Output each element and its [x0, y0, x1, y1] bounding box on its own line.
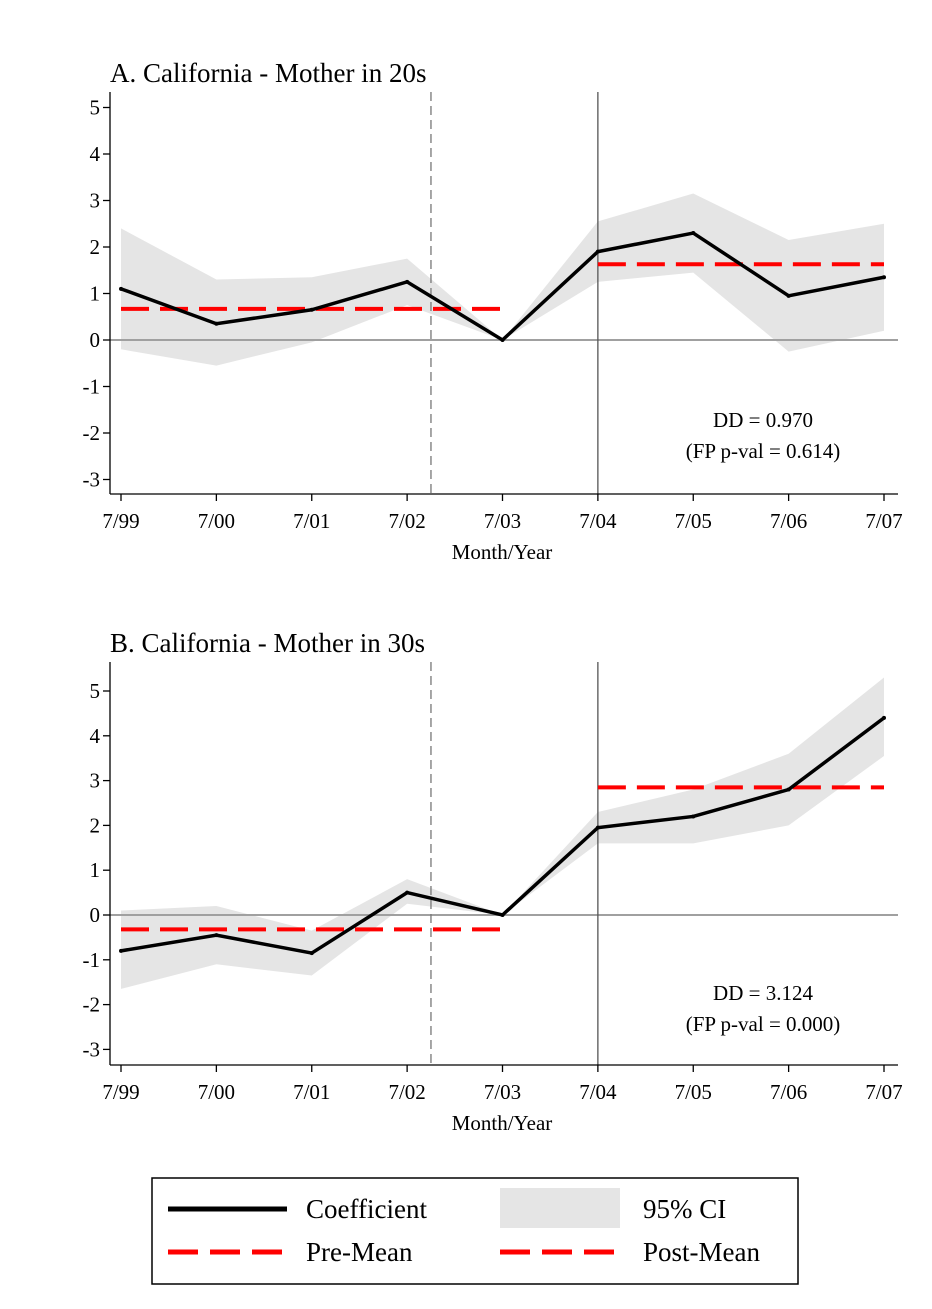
panel-b-x-tick-label: 7/04: [579, 1080, 617, 1104]
panel-a-coefficient-point-7/03: [500, 338, 505, 342]
panel-b-x-axis-label: Month/Year: [452, 1111, 553, 1135]
panel-a-coefficient-layer: [119, 231, 886, 343]
panel-a-x-ticks: 7/99 7/00 7/01 7/02 7/03 7/04 7/05 7/06 7/07: [102, 494, 903, 533]
panel-a-ci-band: [121, 193, 884, 366]
panel-a-coefficient-point-7/06: [786, 293, 791, 298]
panel-b-coefficient-point-7/00: [214, 933, 219, 938]
panel-b-y-tick-label: -3: [83, 1037, 101, 1061]
panel-b-x-tick-label: 7/05: [675, 1080, 712, 1104]
panel-b-ci-layer: [121, 677, 884, 989]
panel-a-fp-pval: (FP p-val = 0.614): [686, 439, 841, 463]
panel-a-x-tick-label: 7/01: [293, 509, 330, 533]
panel-a-y-tick-label: 3: [90, 189, 101, 213]
panel-b-y-tick-label: 2: [90, 813, 101, 837]
panel-a-coefficient-point-7/04: [595, 249, 600, 254]
panel-b-x-ticks: 7/99 7/00 7/01 7/02 7/03 7/04 7/05 7/06 7/07: [102, 1065, 903, 1104]
panel-a-title: A. California - Mother in 20s: [110, 58, 426, 88]
panel-b-x-tick-label: 7/06: [770, 1080, 807, 1104]
panel-b: B. California - Mother in 30s 5 4 3 2 1 0 -1 -2…: [83, 628, 903, 1135]
panel-a-y-tick-label: 1: [90, 282, 101, 306]
panel-a-x-tick-label: 7/05: [675, 509, 712, 533]
panel-b-y-tick-label: 4: [90, 724, 101, 748]
panel-a: A. California - Mother in 20s 5 4 3 2 1 0 -1 -2…: [83, 58, 903, 564]
panel-b-y-tick-label: 0: [90, 903, 101, 927]
panel-b-x-tick-label: 7/02: [388, 1080, 425, 1104]
panel-a-coefficient-point-7/99: [119, 286, 123, 291]
panel-a-x-tick-label: 7/07: [865, 509, 902, 533]
legend-ci-label: 95% CI: [643, 1194, 726, 1224]
panel-a-coefficient-point-7/07: [882, 275, 886, 280]
panel-b-x-tick-label: 7/07: [865, 1080, 902, 1104]
panel-a-y-tick-label: 0: [90, 328, 101, 352]
panel-b-coefficient-point-7/01: [309, 951, 314, 956]
panel-a-y-tick-label: -2: [83, 421, 101, 445]
panel-a-coefficient-point-7/05: [691, 231, 696, 236]
legend-pre-mean-label: Pre-Mean: [306, 1237, 413, 1267]
panel-b-dd-estimate: DD = 3.124: [713, 981, 813, 1005]
panel-a-y-tick-label: -1: [83, 375, 101, 399]
panel-a-dd-estimate: DD = 0.970: [713, 408, 813, 432]
panel-a-x-tick-label: 7/02: [388, 509, 425, 533]
panel-b-ci-band: [121, 677, 884, 989]
panel-b-title: B. California - Mother in 30s: [110, 628, 425, 658]
panel-b-coefficient-point-7/07: [882, 715, 886, 720]
panel-a-x-tick-label: 7/00: [198, 509, 235, 533]
panel-b-coefficient-point-7/05: [691, 814, 696, 819]
panel-a-coefficient-point-7/00: [214, 321, 219, 326]
panel-a-y-tick-label: 2: [90, 235, 101, 259]
panel-a-coefficient-point-7/02: [405, 279, 410, 284]
legend-ci-swatch: [500, 1188, 620, 1228]
panel-b-x-tick-label: 7/00: [198, 1080, 235, 1104]
panel-b-coefficient-point-7/04: [595, 825, 600, 830]
legend-box: [151, 1177, 799, 1285]
panel-b-x-tick-label: 7/03: [484, 1080, 521, 1104]
panel-a-x-tick-label: 7/04: [579, 509, 617, 533]
panel-a-x-tick-label: 7/99: [102, 509, 139, 533]
panel-b-coefficient-point-7/99: [119, 948, 123, 953]
panel-a-y-tick-label: 5: [90, 96, 101, 120]
legend-post-mean-label: Post-Mean: [643, 1237, 760, 1267]
panel-a-x-tick-label: 7/06: [770, 509, 807, 533]
panel-b-coefficient-point-7/06: [786, 787, 791, 792]
panel-b-coefficient-point-7/03: [500, 913, 505, 917]
panel-b-y-tick-label: 1: [90, 858, 101, 882]
legend-coefficient-label: Coefficient: [306, 1194, 427, 1224]
panel-a-y-tick-label: 4: [90, 142, 101, 166]
panel-a-coefficient-point-7/01: [309, 307, 314, 312]
panel-b-coefficient-layer: [119, 715, 886, 956]
panel-b-mean-lines: [121, 785, 884, 932]
panel-b-x-tick-label: 7/99: [102, 1080, 139, 1104]
panel-a-ci-layer: [121, 193, 884, 366]
panel-b-axes: [109, 662, 898, 1066]
panel-b-y-tick-label: -1: [83, 948, 101, 972]
panel-a-y-tick-label: -3: [83, 468, 101, 492]
panel-a-x-axis-label: Month/Year: [452, 540, 553, 564]
panel-b-x-tick-label: 7/01: [293, 1080, 330, 1104]
panel-b-fp-pval: (FP p-val = 0.000): [686, 1012, 841, 1036]
panel-a-x-tick-label: 7/03: [484, 509, 521, 533]
panel-b-y-tick-label: 3: [90, 769, 101, 793]
panel-b-y-tick-label: 5: [90, 679, 101, 703]
panel-b-y-tick-label: -2: [83, 993, 101, 1017]
legend: Coefficient 95% CI Pre-Mean Post-Mean: [151, 1177, 799, 1285]
panel-a-y-ticks: 5 4 3 2 1 0 -1 -2 -3: [83, 96, 110, 492]
panel-b-y-ticks: 5 4 3 2 1 0 -1 -2 -3: [83, 679, 110, 1061]
panel-b-coefficient-point-7/02: [405, 890, 410, 895]
